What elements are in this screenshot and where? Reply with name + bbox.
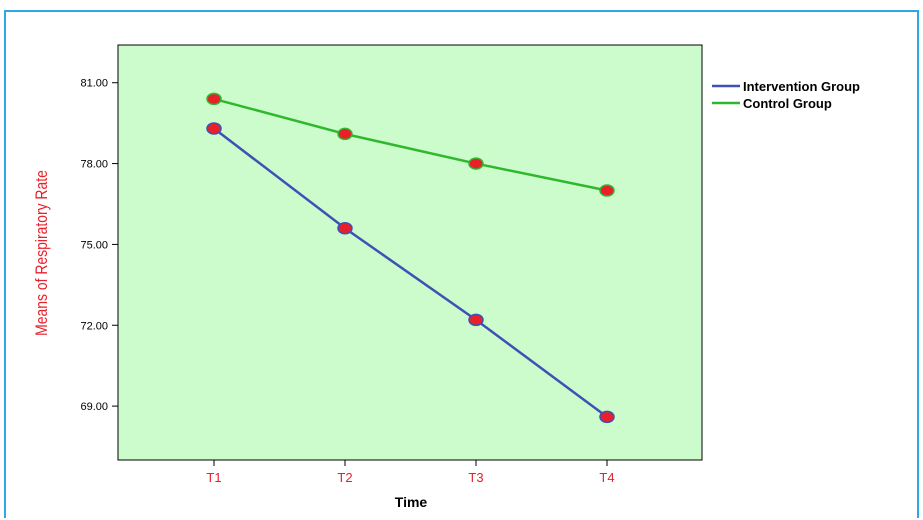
y-axis-label: Means of Respiratory Rate xyxy=(33,170,52,336)
y-tick-label: 69.00 xyxy=(80,401,108,413)
y-tick-label: 72.00 xyxy=(80,320,108,332)
series-layer xyxy=(206,92,615,424)
data-point xyxy=(206,92,222,106)
data-point xyxy=(337,221,353,235)
data-point xyxy=(599,184,615,197)
x-tick-label: T4 xyxy=(599,470,614,485)
y-axis: 81.00 78.00 75.00 72.00 69.00 xyxy=(80,78,118,413)
y-tick-label: 78.00 xyxy=(80,159,108,171)
y-tick-label: 75.00 xyxy=(80,239,108,251)
legend: Intervention Group Control Group xyxy=(712,79,860,111)
data-point xyxy=(337,127,353,141)
x-tick-label: T1 xyxy=(206,470,221,485)
data-point xyxy=(468,313,484,327)
series-control-group xyxy=(206,92,615,197)
x-axis: T1 T2 T3 T4 xyxy=(206,460,615,485)
x-tick-label: T3 xyxy=(468,470,483,485)
data-point xyxy=(468,157,484,170)
figure-frame xyxy=(4,10,919,518)
series-line xyxy=(213,127,608,418)
data-point xyxy=(206,122,222,135)
series-line xyxy=(213,97,608,192)
y-tick-label: 81.00 xyxy=(80,78,108,90)
legend-label: Control Group xyxy=(743,96,832,111)
x-axis-label: Time xyxy=(395,494,428,510)
series-intervention-group xyxy=(206,122,615,424)
x-tick-label: T2 xyxy=(337,470,352,485)
legend-label: Intervention Group xyxy=(743,79,860,94)
plot-area xyxy=(117,44,703,461)
data-point xyxy=(599,410,615,424)
